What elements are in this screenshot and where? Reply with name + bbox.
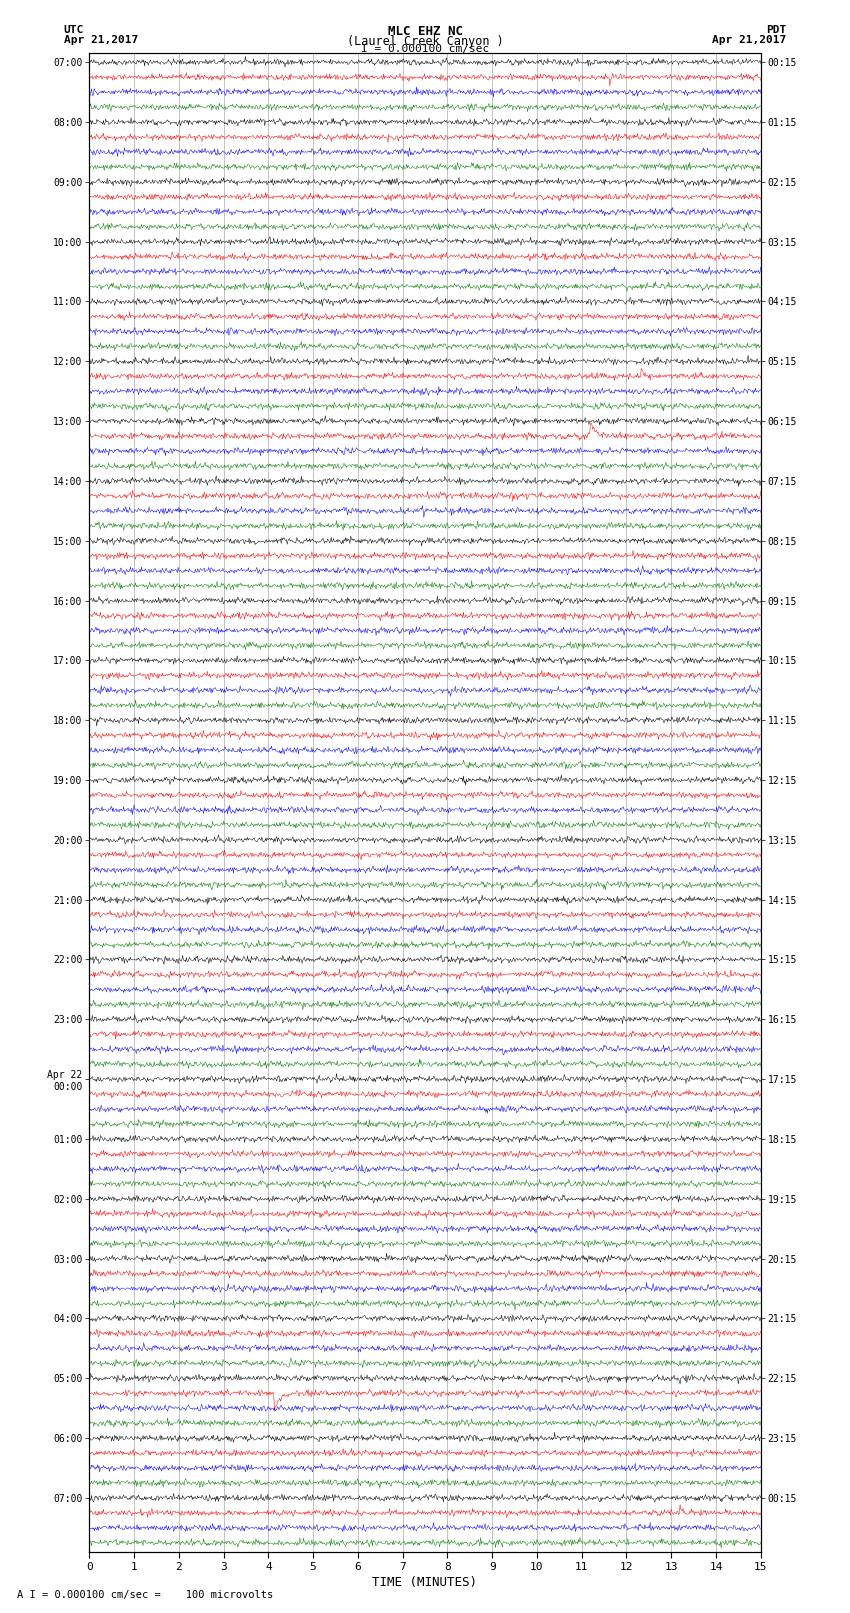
Text: Apr 21,2017: Apr 21,2017 — [712, 35, 786, 45]
Text: I = 0.000100 cm/sec: I = 0.000100 cm/sec — [361, 44, 489, 55]
Text: Apr 21,2017: Apr 21,2017 — [64, 35, 138, 45]
Text: MLC EHZ NC: MLC EHZ NC — [388, 24, 462, 39]
X-axis label: TIME (MINUTES): TIME (MINUTES) — [372, 1576, 478, 1589]
Text: (Laurel Creek Canyon ): (Laurel Creek Canyon ) — [347, 35, 503, 48]
Text: PDT: PDT — [766, 24, 786, 35]
Text: A I = 0.000100 cm/sec =    100 microvolts: A I = 0.000100 cm/sec = 100 microvolts — [17, 1590, 273, 1600]
Text: UTC: UTC — [64, 24, 84, 35]
